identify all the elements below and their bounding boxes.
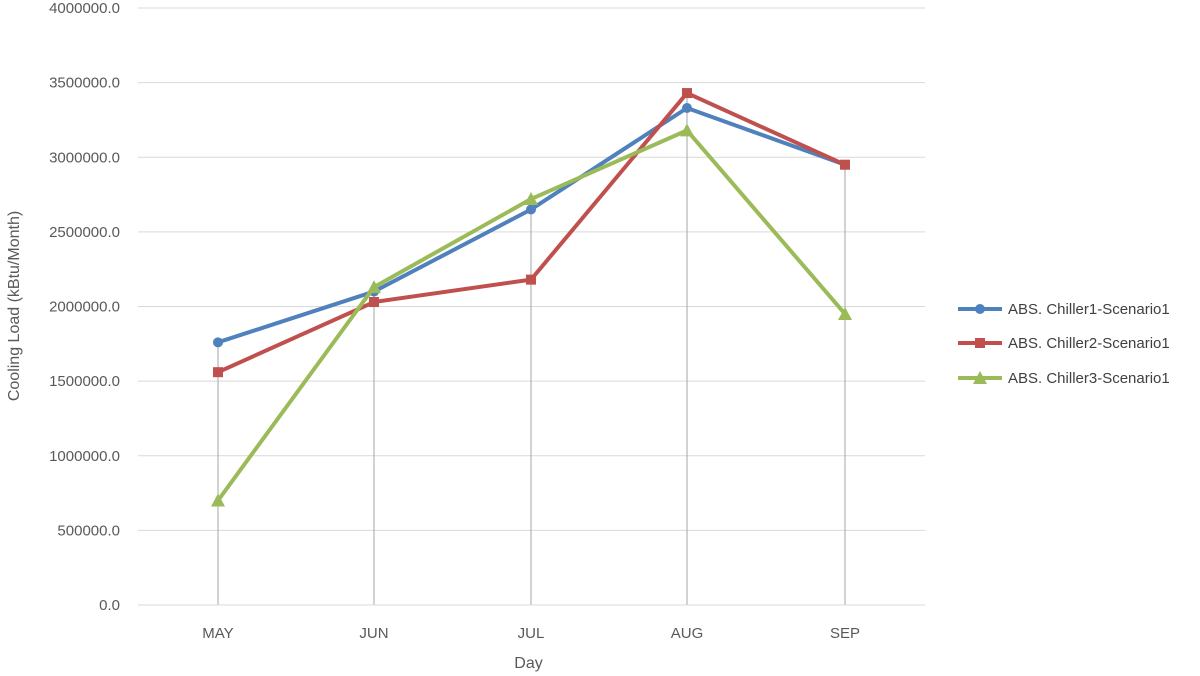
x-tick-label: SEP <box>830 625 860 642</box>
series-2 <box>213 88 850 378</box>
legend-label: ABS. Chiller3-Scenario1 <box>1008 370 1170 387</box>
data-point <box>213 337 223 348</box>
data-point <box>682 102 692 113</box>
x-tick-labels: MAY JUN JUL AUG SEP <box>202 625 860 642</box>
data-point <box>524 192 538 206</box>
legend-item: ABS. Chiller3-Scenario1 <box>958 370 1170 387</box>
y-tick-label: 1500000.0 <box>49 373 120 390</box>
data-point <box>369 297 379 308</box>
data-point <box>682 88 692 99</box>
drop-lines <box>217 93 846 605</box>
y-axis-title: Cooling Load (kBtu/Month) <box>6 211 23 401</box>
y-tick-label: 2500000.0 <box>49 224 120 241</box>
x-tick-label: AUG <box>671 625 704 642</box>
y-tick-label: 4000000.0 <box>49 0 120 17</box>
y-tick-label: 1000000.0 <box>49 448 120 465</box>
data-point <box>526 274 536 285</box>
y-tick-label: 500000.0 <box>57 522 120 539</box>
data-point <box>213 367 223 378</box>
series-3 <box>211 123 852 507</box>
data-point <box>838 306 852 320</box>
x-tick-label: MAY <box>202 625 233 642</box>
data-point <box>680 123 694 137</box>
y-tick-labels: 0.0 500000.0 1000000.0 1500000.0 2000000.0 25… <box>49 0 120 614</box>
legend-marker <box>973 371 987 384</box>
x-axis-title: Day <box>514 655 542 672</box>
legend-label: ABS. Chiller2-Scenario1 <box>1008 335 1170 352</box>
data-point <box>211 493 225 507</box>
legend: ABS. Chiller1-Scenario1 ABS. Chiller2-Sce… <box>958 301 1170 387</box>
y-tick-label: 2000000.0 <box>49 299 120 316</box>
y-tick-label: 3000000.0 <box>49 149 120 166</box>
y-tick-label: 0.0 <box>99 597 120 614</box>
x-tick-label: JUL <box>518 625 545 642</box>
data-point <box>526 204 536 215</box>
data-point <box>840 159 850 170</box>
y-tick-label: 3500000.0 <box>49 75 120 92</box>
legend-marker <box>975 304 985 314</box>
legend-marker <box>975 338 985 348</box>
x-tick-label: JUN <box>359 625 388 642</box>
series-layer <box>211 88 852 507</box>
legend-label: ABS. Chiller1-Scenario1 <box>1008 301 1170 318</box>
legend-item: ABS. Chiller2-Scenario1 <box>958 335 1170 352</box>
legend-item: ABS. Chiller1-Scenario1 <box>958 301 1170 318</box>
data-point <box>367 280 381 294</box>
